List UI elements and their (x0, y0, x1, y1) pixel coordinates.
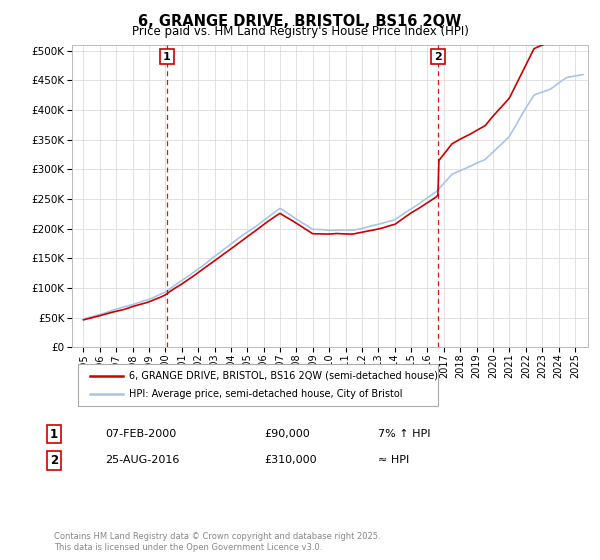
Text: £310,000: £310,000 (264, 455, 317, 465)
Text: 6, GRANGE DRIVE, BRISTOL, BS16 2QW: 6, GRANGE DRIVE, BRISTOL, BS16 2QW (139, 14, 461, 29)
Text: 2: 2 (50, 454, 58, 467)
Text: 7% ↑ HPI: 7% ↑ HPI (378, 429, 431, 439)
Text: 1: 1 (163, 52, 171, 62)
Text: 2: 2 (434, 52, 442, 62)
Text: ≈ HPI: ≈ HPI (378, 455, 409, 465)
Text: 6, GRANGE DRIVE, BRISTOL, BS16 2QW (semi-detached house): 6, GRANGE DRIVE, BRISTOL, BS16 2QW (semi… (129, 371, 438, 381)
Text: Price paid vs. HM Land Registry's House Price Index (HPI): Price paid vs. HM Land Registry's House … (131, 25, 469, 38)
Text: 25-AUG-2016: 25-AUG-2016 (105, 455, 179, 465)
Text: Contains HM Land Registry data © Crown copyright and database right 2025.
This d: Contains HM Land Registry data © Crown c… (54, 532, 380, 552)
Text: 07-FEB-2000: 07-FEB-2000 (105, 429, 176, 439)
Text: 1: 1 (50, 427, 58, 441)
Text: £90,000: £90,000 (264, 429, 310, 439)
Text: HPI: Average price, semi-detached house, City of Bristol: HPI: Average price, semi-detached house,… (129, 389, 403, 399)
